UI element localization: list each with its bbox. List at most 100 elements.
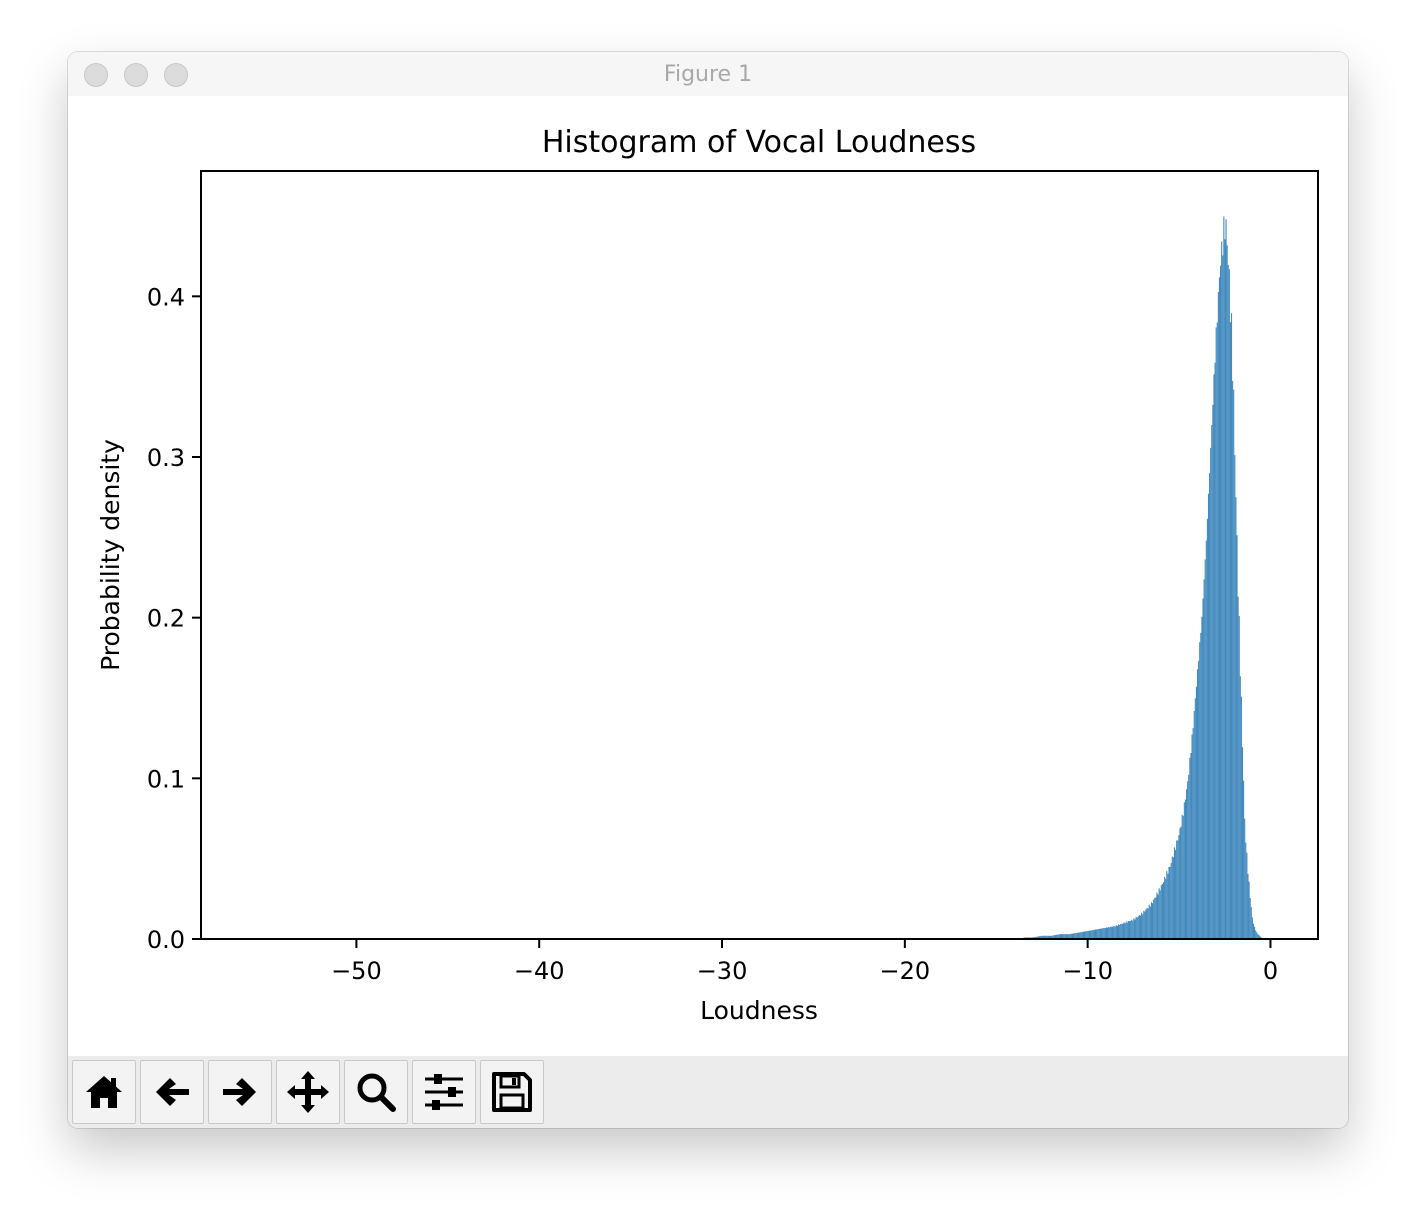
histogram-bar <box>1081 931 1083 939</box>
histogram-bar <box>1179 828 1181 939</box>
home-button[interactable] <box>72 1060 136 1124</box>
histogram-bar <box>1039 936 1041 939</box>
y-axis-ticks: 0.0 0.1 0.2 0.3 0.4 <box>147 283 201 954</box>
histogram-bar <box>1124 923 1126 939</box>
histogram-bar <box>1076 932 1078 939</box>
histogram-bar <box>1229 322 1231 939</box>
histogram-bar <box>1249 897 1251 939</box>
histogram-bar <box>1145 909 1147 939</box>
histogram-bar <box>1192 728 1194 939</box>
histogram-bar <box>1137 916 1139 939</box>
histogram-bar <box>1161 883 1163 939</box>
histogram-bar <box>1069 934 1071 939</box>
histogram-bar <box>1147 908 1149 939</box>
histogram-bar <box>1109 927 1111 939</box>
histogram-bar <box>1136 917 1138 939</box>
histogram-bar <box>1042 935 1044 939</box>
zoom-button[interactable] <box>344 1060 408 1124</box>
histogram-bar <box>1184 799 1187 939</box>
histogram-bar <box>1180 826 1182 939</box>
histogram-bar <box>1195 686 1197 939</box>
histogram-bar <box>1133 918 1135 939</box>
histogram-bar <box>1118 924 1120 939</box>
pan-button[interactable] <box>276 1060 340 1124</box>
histogram-bar <box>1150 902 1153 939</box>
histogram-bar <box>1211 424 1213 939</box>
sliders-icon <box>425 1074 463 1110</box>
back-button[interactable] <box>140 1060 204 1124</box>
histogram-bar <box>1086 931 1088 939</box>
histogram-bar <box>1189 757 1191 939</box>
histogram-bar <box>1232 380 1234 939</box>
forward-button[interactable] <box>208 1060 272 1124</box>
histogram-bar <box>1224 239 1226 939</box>
histogram-bar <box>1053 935 1055 939</box>
histogram-bar <box>1082 931 1084 939</box>
y-tick-label: 0.0 <box>147 926 185 954</box>
histogram-bar <box>1096 929 1098 939</box>
histogram-bar <box>1060 934 1063 939</box>
histogram-bar <box>1177 840 1179 939</box>
zoom-window-button[interactable] <box>164 63 188 87</box>
histogram-bar <box>1188 774 1190 939</box>
histogram-bar <box>1214 362 1216 939</box>
histogram-bar <box>1123 922 1125 939</box>
histogram-bar <box>1041 935 1043 939</box>
histogram-bar <box>1156 892 1158 939</box>
histogram-bar <box>1172 857 1174 939</box>
histogram-bar <box>1115 925 1117 939</box>
histogram-bar <box>1164 876 1166 939</box>
histogram-bar <box>1166 871 1168 939</box>
configure-subplots-button[interactable] <box>412 1060 476 1124</box>
histogram-bar <box>1215 327 1217 939</box>
histogram-bar <box>1103 928 1105 939</box>
histogram-bar <box>1084 931 1086 939</box>
histogram-bar <box>1221 241 1223 939</box>
histogram-bar <box>1107 927 1109 939</box>
histogram-bar <box>1146 908 1148 939</box>
histogram-bar <box>1073 933 1075 939</box>
histogram-bar <box>1227 264 1229 939</box>
histogram-bar <box>1102 928 1104 939</box>
histogram-bar <box>1152 903 1154 939</box>
chart-title: Histogram of Vocal Loudness <box>542 125 976 160</box>
window-title: Figure 1 <box>663 62 753 87</box>
histogram-bar <box>1217 291 1219 940</box>
histogram-bar <box>1230 313 1233 939</box>
histogram-bar <box>1134 919 1136 939</box>
figure-canvas[interactable]: Histogram of Vocal Loudness −50 −40 −30 −20… <box>68 96 1348 1056</box>
histogram-bar <box>1046 935 1048 939</box>
histogram-bar <box>1222 255 1224 939</box>
histogram-bar <box>1035 936 1037 939</box>
histogram-bar <box>1158 888 1160 939</box>
histogram-bar <box>1162 882 1165 939</box>
histogram-bar <box>1212 404 1214 939</box>
histogram-bar <box>1065 934 1067 939</box>
histogram-bar <box>1205 540 1207 939</box>
histogram-bars <box>1023 216 1262 940</box>
histogram-bar <box>1176 840 1178 939</box>
histogram-bar <box>1237 596 1239 939</box>
histogram-bar <box>1040 936 1042 939</box>
save-button[interactable] <box>480 1060 544 1124</box>
histogram-bar <box>1248 881 1250 939</box>
minimize-window-button[interactable] <box>124 63 148 87</box>
histogram-bar <box>1045 935 1047 939</box>
histogram-bar <box>1157 894 1159 939</box>
figure-window: Figure 1 Histogram of Vocal Loudness −50… <box>68 52 1348 1128</box>
histogram-bar <box>1183 802 1185 939</box>
close-window-button[interactable] <box>84 63 108 87</box>
histogram-bar <box>1210 447 1212 939</box>
histogram-chart: Histogram of Vocal Loudness −50 −40 −30 −20… <box>96 125 1319 1025</box>
home-icon <box>86 1076 122 1108</box>
histogram-bar <box>1218 277 1221 940</box>
histogram-bar <box>1216 322 1218 939</box>
histogram-bar <box>1116 925 1118 939</box>
histogram-bar <box>1051 935 1053 939</box>
histogram-bar <box>1075 933 1077 939</box>
histogram-bar <box>1250 907 1252 939</box>
histogram-bar <box>1119 924 1121 939</box>
histogram-bar <box>1066 934 1068 939</box>
histogram-bar <box>1112 926 1114 939</box>
histogram-bar <box>1245 842 1247 939</box>
